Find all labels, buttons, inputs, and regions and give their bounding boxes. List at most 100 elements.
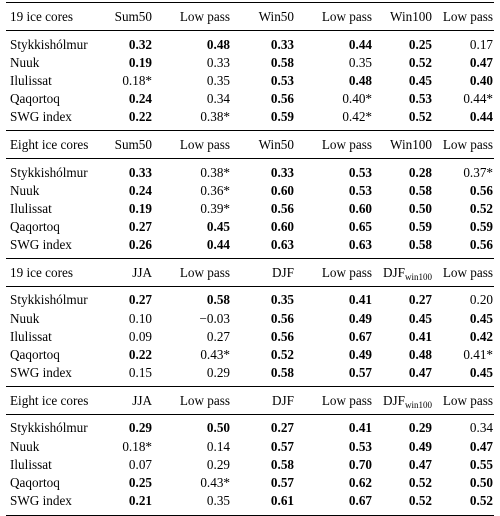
correlation-value: 0.35 (206, 493, 230, 509)
table-row: Nuuk 0.24 0.36* 0.60 0.53 0.58 0.56 (6, 181, 494, 199)
correlation-value: 0.40 (469, 72, 493, 88)
header-label: Low pass (179, 264, 230, 280)
table-row: SWG index 0.15 0.29 0.58 0.57 0.47 0.45 (6, 364, 494, 382)
correlation-value: 0.50 (469, 474, 493, 490)
correlation-value: 0.47 (469, 54, 493, 70)
header-cell: DJFwin100 (372, 264, 432, 282)
station-name: SWG index (10, 493, 72, 509)
correlation-value: 0.33 (270, 36, 294, 52)
correlation-value: 0.42 (469, 328, 493, 344)
header-cell: Sum50 (104, 8, 152, 25)
correlation-value: 0.27 (128, 219, 152, 235)
header-label: JJA (132, 264, 152, 280)
header-cell: Win100 (372, 8, 432, 25)
correlation-value: 0.56 (270, 91, 294, 107)
correlation-value: 0.52 (469, 493, 493, 509)
station-name: Ilulissat (10, 72, 52, 88)
correlation-value: 0.10 (128, 310, 152, 326)
correlation-value: 0.52 (408, 474, 432, 490)
header-rule (6, 285, 494, 287)
header-cell: Low pass (294, 136, 372, 153)
correlation-value: 0.59 (408, 219, 432, 235)
table-row: Ilulissat 0.19 0.39* 0.56 0.60 0.50 0.52 (6, 199, 494, 217)
correlation-value: 0.47 (408, 456, 432, 472)
header-cell: JJA (104, 392, 152, 409)
correlation-value: 0.58 (408, 182, 432, 198)
correlation-value: 0.20 (469, 292, 493, 308)
correlation-value: 0.56 (469, 237, 493, 253)
header-cell: Low pass (294, 8, 372, 25)
correlation-value: 0.24 (128, 182, 152, 198)
correlation-value: 0.45 (469, 310, 493, 326)
correlation-value: 0.52 (469, 200, 493, 216)
header-cell: Low pass (294, 392, 372, 409)
header-label: Low pass (179, 136, 230, 152)
correlation-value: 0.29 (206, 365, 230, 381)
table-row: Nuuk 0.10 −0.03 0.56 0.49 0.45 0.45 (6, 309, 494, 327)
correlation-value: 0.60 (270, 182, 294, 198)
correlation-value: 0.58 (270, 365, 294, 381)
header-cell: Sum50 (104, 136, 152, 153)
header-cell: Low pass (294, 264, 372, 281)
header-cell: Low pass (152, 264, 230, 281)
correlation-value: 0.24 (128, 91, 152, 107)
station-name: Qaqortoq (10, 347, 60, 363)
header-cell: Eight ice cores (6, 136, 104, 153)
correlation-value: 0.70 (348, 456, 372, 472)
correlation-value: 0.52 (408, 109, 432, 125)
correlation-value: 0.63 (348, 237, 372, 253)
header-cell: Eight ice cores (6, 392, 104, 409)
header-cell: DJFwin100 (372, 392, 432, 410)
correlation-value: 0.49 (348, 347, 372, 363)
correlation-value: 0.53 (270, 72, 294, 88)
header-label: Low pass (442, 392, 493, 408)
correlation-value: 0.32 (128, 36, 152, 52)
header-cell: Low pass (432, 264, 493, 281)
correlation-value: 0.50 (408, 200, 432, 216)
header-label: Eight ice cores (10, 392, 89, 408)
station-name: SWG index (10, 237, 72, 253)
table-section: Eight ice cores JJA Low pass DJF Low pass DJF… (6, 385, 494, 514)
correlation-value: 0.53 (348, 438, 372, 454)
correlation-value: 0.19 (128, 54, 152, 70)
correlation-value: 0.52 (408, 493, 432, 509)
correlation-value: 0.56 (270, 310, 294, 326)
header-cell: Win50 (230, 8, 294, 25)
correlation-value: 0.35 (206, 72, 230, 88)
correlation-value: 0.57 (348, 365, 372, 381)
header-cell: Win100 (372, 136, 432, 153)
correlation-value: 0.21 (128, 493, 152, 509)
section-header-row: Eight ice cores JJA Low pass DJF Low pass DJF… (6, 387, 494, 414)
table-row: SWG index 0.22 0.38* 0.59 0.42* 0.52 0.44 (6, 108, 494, 126)
correlation-table: 19 ice cores Sum50 Low pass Win50 Low pass Wi… (6, 0, 494, 516)
header-cell: Low pass (432, 392, 493, 409)
correlation-value: 0.61 (270, 493, 294, 509)
correlation-value: 0.58 (270, 456, 294, 472)
correlation-value: 0.09 (128, 328, 152, 344)
correlation-value: 0.41 (348, 292, 372, 308)
correlation-value: 0.60 (270, 219, 294, 235)
header-subscript: win100 (405, 399, 432, 410)
table-row: Qaqortoq 0.27 0.45 0.60 0.65 0.59 0.59 (6, 218, 494, 236)
correlation-value: 0.41 (348, 420, 372, 436)
header-label: DJF (272, 264, 294, 280)
header-label: Win100 (390, 136, 432, 152)
header-cell: JJA (104, 264, 152, 281)
header-cell: 19 ice cores (6, 8, 104, 25)
correlation-value: 0.55 (469, 456, 493, 472)
header-cell: DJF (230, 264, 294, 281)
header-label: Low pass (321, 136, 372, 152)
correlation-value: 0.25 (128, 474, 152, 490)
correlation-value: 0.59 (270, 109, 294, 125)
correlation-value: 0.36* (200, 182, 230, 198)
correlation-value: 0.44 (469, 109, 493, 125)
header-label: DJF (383, 392, 405, 408)
station-name: Nuuk (10, 54, 40, 70)
header-cell: Win50 (230, 136, 294, 153)
section-header-row: 19 ice cores JJA Low pass DJF Low pass DJFwin… (6, 259, 494, 286)
correlation-value: 0.38* (200, 164, 230, 180)
correlation-value: 0.27 (408, 292, 432, 308)
section-separator-rule (6, 385, 494, 387)
correlation-value: 0.27 (206, 328, 230, 344)
correlation-value: 0.65 (348, 219, 372, 235)
